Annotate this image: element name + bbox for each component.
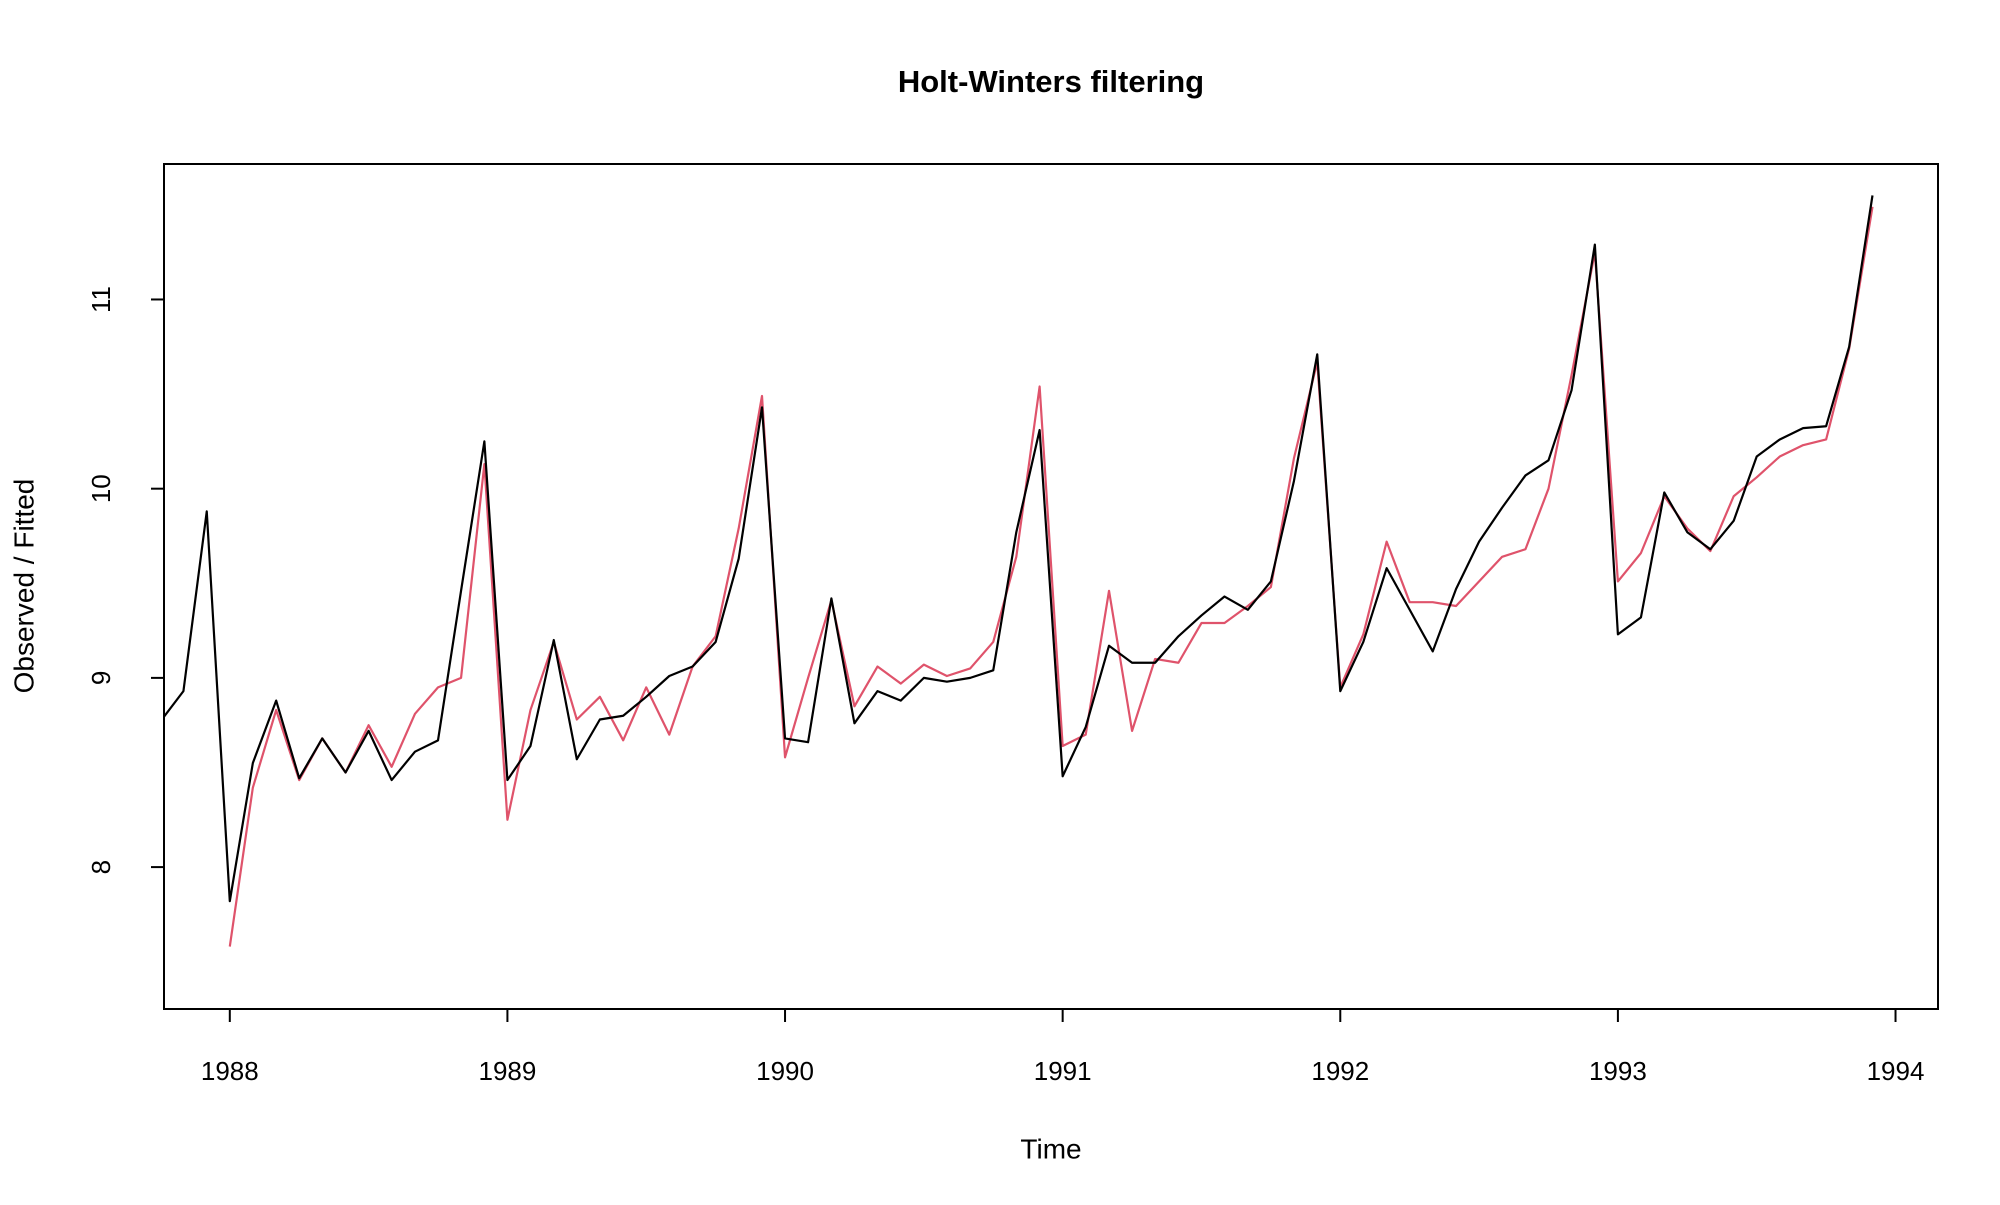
y-tick-label: 11 xyxy=(86,286,116,313)
x-tick-label: 1991 xyxy=(1034,1056,1092,1086)
x-tick-label: 1989 xyxy=(478,1056,536,1086)
y-tick-label: 10 xyxy=(86,474,116,503)
y-axis-label: Observed / Fitted xyxy=(8,479,39,694)
x-axis-label: Time xyxy=(1020,1133,1081,1164)
x-tick-label: 1993 xyxy=(1589,1056,1647,1086)
x-tick-label: 1990 xyxy=(756,1056,814,1086)
series-line xyxy=(228,206,1874,947)
plot-area xyxy=(164,195,1874,947)
y-tick-label: 9 xyxy=(86,671,116,685)
x-tick-label: 1994 xyxy=(1867,1056,1925,1086)
x-tick-label: 1988 xyxy=(201,1056,259,1086)
y-tick-label: 8 xyxy=(86,860,116,874)
series-line xyxy=(164,195,1874,903)
chart-title: Holt-Winters filtering xyxy=(898,64,1204,99)
x-tick-label: 1992 xyxy=(1311,1056,1369,1086)
